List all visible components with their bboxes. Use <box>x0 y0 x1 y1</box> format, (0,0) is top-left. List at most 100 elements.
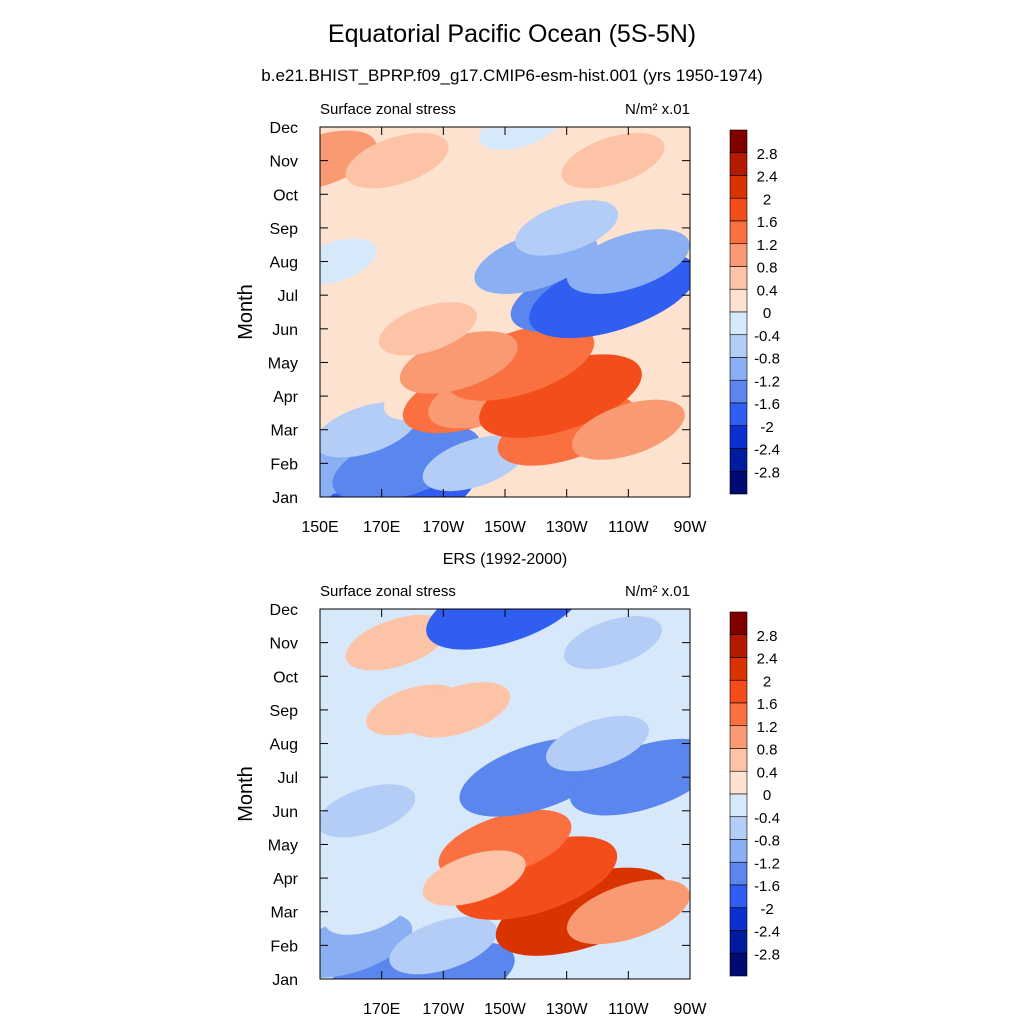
colorbar-label: -0.4 <box>754 810 780 827</box>
contour-region <box>571 399 685 460</box>
contour-region <box>515 200 619 256</box>
y-tick-label: Feb <box>270 938 298 955</box>
y-tick-label: Nov <box>270 154 298 171</box>
contour-region <box>566 879 690 945</box>
contour-region <box>371 941 515 979</box>
colorbar-label: -0.8 <box>754 351 780 368</box>
colorbar-label: -2.8 <box>754 946 780 963</box>
units-label: N/m² x.01 <box>625 583 690 600</box>
colorbar-label: 2.4 <box>757 169 778 186</box>
page-title: Equatorial Pacific Ocean (5S-5N) <box>327 20 697 48</box>
colorbar-label: 1.2 <box>757 237 778 254</box>
colorbar-label: 2 <box>763 191 771 208</box>
y-tick-label: Dec <box>270 602 298 619</box>
colorbar-label: 2 <box>763 673 771 690</box>
colorbar-box <box>729 470 748 495</box>
colorbar-box <box>729 930 748 954</box>
left-label: Surface zonal stress <box>320 583 456 600</box>
y-axis-label: Month <box>235 284 257 340</box>
y-tick-label: Apr <box>273 871 299 888</box>
y-tick-label: Aug <box>270 255 298 272</box>
contour-region <box>345 614 449 671</box>
contour-region <box>345 132 449 189</box>
x-tick-label: 150W <box>484 1001 527 1018</box>
x-tick-label: 150W <box>484 519 527 536</box>
colorbar-box <box>729 816 748 840</box>
contour-region <box>320 238 377 285</box>
colorbar-label: 2.8 <box>757 628 778 645</box>
contour-region <box>407 682 511 738</box>
page-subtitle: b.e21.BHIST_BPRP.f09_g17.CMIP6-esm-hist.… <box>261 66 763 85</box>
colorbar-box <box>729 657 748 681</box>
x-tick-label: 170E <box>363 1001 400 1018</box>
colorbar-box <box>729 907 748 931</box>
colorbar-label: 1.6 <box>757 696 778 713</box>
colorbar-label: 0.4 <box>757 282 778 299</box>
colorbar-label: 1.2 <box>757 719 778 736</box>
colorbar-label: -2.8 <box>754 464 780 481</box>
colorbar-label: 0 <box>763 305 771 322</box>
contour-region <box>561 132 665 189</box>
units-label: N/m² x.01 <box>625 101 690 118</box>
contour-region <box>454 836 618 920</box>
x-tick-label: 110W <box>608 1001 650 1018</box>
x-tick-label: 90W <box>674 519 708 536</box>
x-tick-label: 130W <box>546 1001 589 1018</box>
x-tick-label: 170W <box>422 1001 465 1018</box>
x-tick-label: 110W <box>608 519 650 536</box>
y-tick-label: Feb <box>270 456 298 473</box>
colorbar-label: -1.6 <box>754 878 780 895</box>
y-tick-label: Mar <box>270 423 298 440</box>
x-tick-label: 130W <box>546 519 589 536</box>
colorbar-box <box>729 748 748 772</box>
contour-field <box>320 127 690 497</box>
left-label: Surface zonal stress <box>320 101 456 118</box>
contour-region <box>389 916 498 975</box>
colorbar-label: 1.6 <box>757 214 778 231</box>
y-tick-label: Jun <box>272 804 298 821</box>
y-tick-label: Sep <box>270 221 299 238</box>
colorbar-label: 2.4 <box>757 651 778 668</box>
colorbar-label: -2 <box>760 419 773 436</box>
hovmoller-chart-model: Jan Feb Mar Apr May Jun Jul Aug Sep Oct Nov Dec 150E… <box>235 101 780 536</box>
x-tick-label: 90W <box>674 1001 708 1018</box>
y-tick-label: Jul <box>278 288 298 305</box>
contour-region <box>563 616 662 670</box>
x-tick-label: 170E <box>363 519 400 536</box>
colorbar-label: -2.4 <box>754 442 780 459</box>
colorbar-box <box>729 725 748 749</box>
contour-region <box>546 715 649 772</box>
y-tick-label: Dec <box>270 120 298 137</box>
contour-region <box>566 229 690 294</box>
colorbar-label: -1.2 <box>754 855 780 872</box>
colorbar-label: 0.4 <box>757 764 778 781</box>
contour-region <box>478 127 562 151</box>
colorbar-box <box>729 861 748 886</box>
colorbar-box <box>729 839 748 863</box>
contour-region <box>569 738 690 816</box>
y-tick-label: Mar <box>270 905 298 922</box>
contour-region <box>446 324 595 401</box>
panel-title: ERS (1992-2000) <box>443 551 568 568</box>
y-tick-label: Jul <box>278 770 298 787</box>
x-tick-label: 170W <box>422 519 465 536</box>
contour-region <box>378 302 477 356</box>
colorbar-label: -2 <box>760 901 773 918</box>
y-tick-label: May <box>268 837 298 854</box>
colorbar-box <box>729 770 748 795</box>
x-tick-label: 150E <box>301 519 338 536</box>
y-tick-label: Jan <box>272 490 298 507</box>
contour-region <box>320 784 416 838</box>
y-axis-label: Month <box>235 766 257 822</box>
y-tick-label: Jun <box>272 322 298 339</box>
colorbar-label: 0 <box>763 787 771 804</box>
colorbar-box <box>729 702 748 727</box>
y-tick-label: Oct <box>273 187 298 204</box>
colorbar-label: 0.8 <box>757 260 778 277</box>
colorbar-box <box>729 952 748 977</box>
y-tick-label: Apr <box>273 389 299 406</box>
contour-field <box>320 609 690 979</box>
colorbar-label: -2.4 <box>754 924 780 941</box>
colorbar-box <box>729 884 748 909</box>
